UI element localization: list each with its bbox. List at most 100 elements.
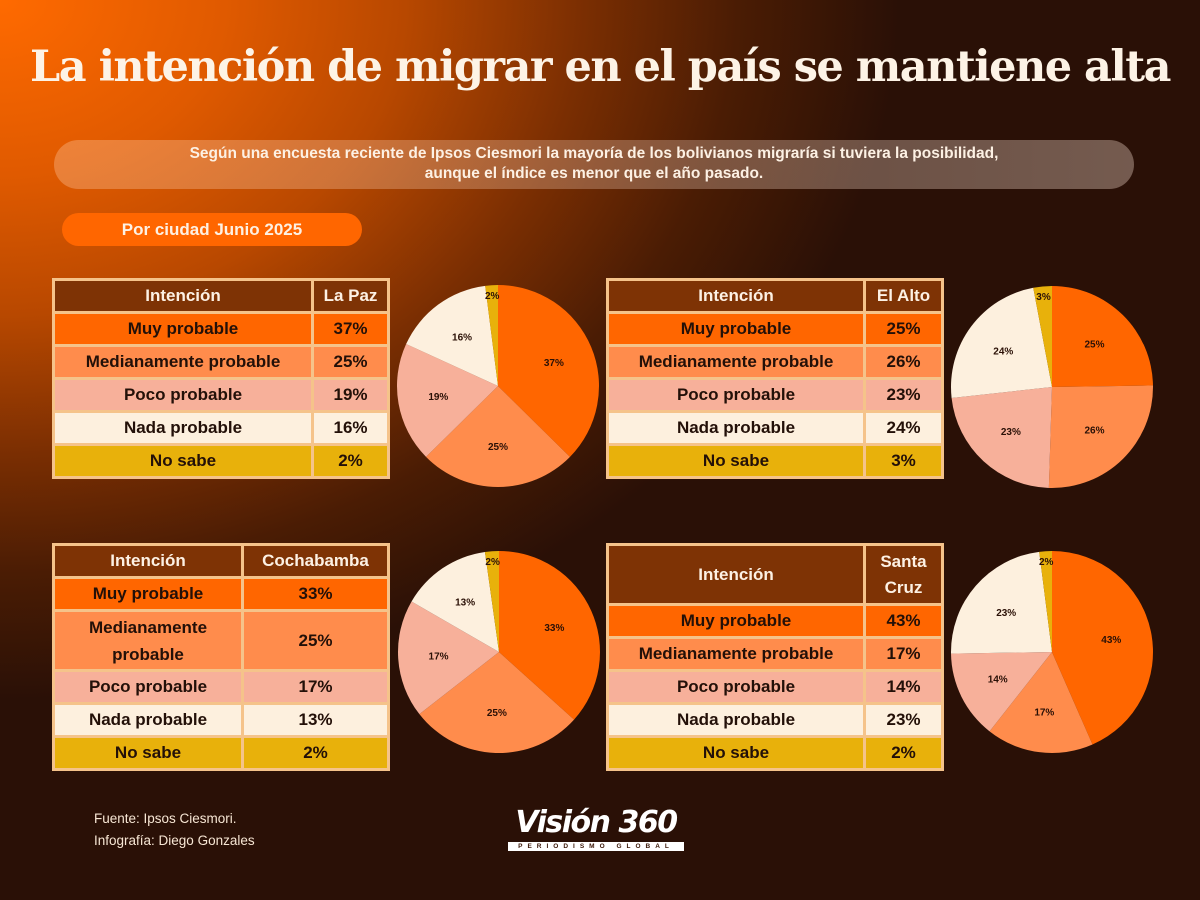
header-city: Santa Cruz — [863, 543, 944, 606]
pie-slice-medianamente-probable — [989, 652, 1093, 753]
row-label: No sabe — [606, 443, 866, 479]
pie-slice-no-sabe — [484, 551, 499, 652]
table-row: Medianamente probable 26% — [606, 344, 944, 380]
row-value: 17% — [863, 636, 944, 672]
pie-slice-medianamente-probable — [419, 652, 575, 753]
table-row: Poco probable 23% — [606, 377, 944, 413]
pie-slice-poco-probable — [397, 344, 498, 457]
pie-slice-nada-probable — [406, 285, 498, 386]
pie-slice-medianamente-probable — [1048, 385, 1153, 488]
pie-label-medianamente-probable: 25% — [488, 442, 508, 453]
table-la-paz: Intención La Paz Muy probable 37% Mediana… — [52, 278, 390, 479]
row-label: Poco probable — [606, 669, 866, 705]
pie-slice-nada-probable — [951, 551, 1052, 654]
pie-label-medianamente-probable: 25% — [487, 708, 507, 719]
row-value: 19% — [311, 377, 390, 413]
table-row: Muy probable 37% — [52, 311, 390, 347]
row-label: Medianamente probable — [52, 609, 244, 672]
pie-label-poco-probable: 19% — [428, 392, 448, 403]
pie-slice-medianamente-probable — [426, 386, 570, 487]
row-value: 33% — [241, 576, 390, 612]
table-row: No sabe 3% — [606, 443, 944, 479]
table-row: No sabe 2% — [52, 443, 390, 479]
row-label: Poco probable — [606, 377, 866, 413]
row-value: 26% — [863, 344, 944, 380]
pie-label-nada-probable: 16% — [452, 333, 472, 344]
row-label: Poco probable — [52, 377, 314, 413]
row-value: 25% — [241, 609, 390, 672]
pie-slice-nada-probable — [411, 551, 499, 652]
pie-slice-poco-probable — [951, 387, 1052, 488]
row-label: No sabe — [52, 735, 244, 771]
row-label: Medianamente probable — [52, 344, 314, 380]
table-santa-cruz: Intención Santa Cruz Muy probable 43% Med… — [606, 543, 944, 771]
table-row: Muy probable 43% — [606, 603, 944, 639]
header-intention: Intención — [52, 278, 314, 314]
row-value: 2% — [241, 735, 390, 771]
table-row: Nada probable 23% — [606, 702, 944, 738]
pie-label-no-sabe: 3% — [1036, 292, 1051, 303]
pie-label-medianamente-probable: 17% — [1034, 708, 1054, 719]
pie-slice-no-sabe — [1039, 551, 1052, 652]
pie-slice-no-sabe — [1033, 286, 1052, 387]
pie-label-nada-probable: 23% — [996, 608, 1016, 619]
row-label: Muy probable — [606, 603, 866, 639]
pie-slice-muy-probable — [498, 285, 599, 457]
pie-label-no-sabe: 2% — [485, 557, 500, 568]
pie-slice-nada-probable — [951, 287, 1052, 398]
pie-label-medianamente-probable: 26% — [1085, 426, 1105, 437]
row-value: 23% — [863, 702, 944, 738]
row-value: 24% — [863, 410, 944, 446]
row-value: 13% — [241, 702, 390, 738]
pie-chart-el-alto: 25% 26% 23% 24% 3% — [951, 286, 1153, 488]
pie-label-poco-probable: 14% — [988, 674, 1008, 685]
row-label: Poco probable — [52, 669, 244, 705]
subtitle-line-2: aunque el índice es menor que el año pas… — [424, 165, 764, 182]
table-row: Nada probable 16% — [52, 410, 390, 446]
header-city: Cochabamba — [241, 543, 390, 579]
row-value: 2% — [863, 735, 944, 771]
pie-label-nada-probable: 24% — [993, 346, 1013, 357]
header-intention: Intención — [606, 278, 866, 314]
pie-chart-cochabamba: 33% 25% 17% 13% 2% — [398, 551, 600, 753]
header-city-line-1: Santa — [880, 551, 927, 571]
row-label: Nada probable — [52, 410, 314, 446]
table-row: Nada probable 13% — [52, 702, 390, 738]
pie-slice-no-sabe — [485, 285, 498, 386]
subtitle-banner: Según una encuesta reciente de Ipsos Cie… — [54, 140, 1134, 189]
row-label: Muy probable — [52, 576, 244, 612]
pie-label-poco-probable: 17% — [429, 652, 449, 663]
row-value: 25% — [311, 344, 390, 380]
table-row: Medianamente probable 25% — [52, 344, 390, 380]
row-value: 37% — [311, 311, 390, 347]
footer-credits: Fuente: Ipsos Ciesmori. Infografía: Dieg… — [94, 808, 255, 852]
table-row: Poco probable 17% — [52, 669, 390, 705]
table-row: Medianamente probable 25% — [52, 609, 390, 672]
pie-slice-muy-probable — [1052, 551, 1153, 745]
subtitle-line-1: Según una encuesta reciente de Ipsos Cie… — [189, 145, 999, 162]
header-city: La Paz — [311, 278, 390, 314]
row-label: Muy probable — [606, 311, 866, 347]
page-title: La intención de migrar en el país se man… — [30, 42, 1171, 92]
row-value: 23% — [863, 377, 944, 413]
header-city-line-2: Cruz — [884, 577, 923, 597]
table-row: No sabe 2% — [52, 735, 390, 771]
row-value: 17% — [241, 669, 390, 705]
row-value: 16% — [311, 410, 390, 446]
credit-text: Infografía: Diego Gonzales — [94, 833, 255, 848]
header-city: El Alto — [863, 278, 944, 314]
pie-label-no-sabe: 2% — [485, 291, 500, 302]
row-value: 43% — [863, 603, 944, 639]
pie-label-no-sabe: 2% — [1039, 557, 1054, 568]
pie-slice-poco-probable — [951, 652, 1052, 732]
row-label: No sabe — [52, 443, 314, 479]
table-row: Muy probable 25% — [606, 311, 944, 347]
table-row: No sabe 2% — [606, 735, 944, 771]
table-row: Poco probable 14% — [606, 669, 944, 705]
row-value: 3% — [863, 443, 944, 479]
table-cochabamba: Intención Cochabamba Muy probable 33% Med… — [52, 543, 390, 771]
vision360-logo: Visión 360 PERIODISMO GLOBAL — [508, 806, 684, 851]
table-row: Poco probable 19% — [52, 377, 390, 413]
pie-slice-muy-probable — [1052, 286, 1153, 387]
row-value: 14% — [863, 669, 944, 705]
